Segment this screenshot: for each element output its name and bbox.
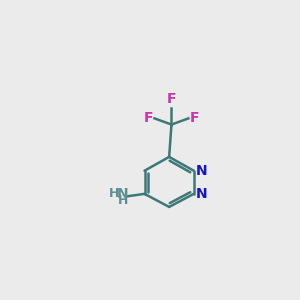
Text: N: N <box>195 164 207 178</box>
Text: F: F <box>190 111 200 125</box>
Text: H: H <box>118 194 128 207</box>
Text: N: N <box>195 187 207 201</box>
Text: H: H <box>109 187 119 200</box>
Text: F: F <box>167 92 176 106</box>
Text: F: F <box>143 111 153 125</box>
Text: N: N <box>117 187 129 201</box>
